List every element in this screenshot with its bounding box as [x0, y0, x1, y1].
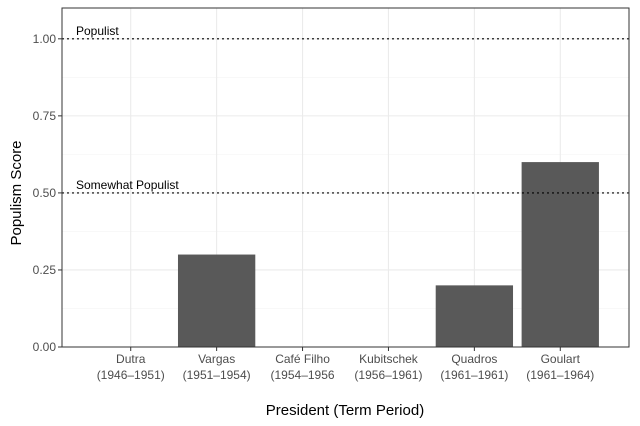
reference-lines: Populist Somewhat Populist: [62, 24, 629, 194]
bar-1: [177, 254, 256, 347]
x-tick-label-name: Dutra: [116, 352, 146, 366]
x-tick-label-term: (1956–1961): [354, 368, 422, 382]
reference-label-1: Somewhat Populist: [76, 178, 179, 192]
reference-label-0: Populist: [76, 24, 119, 38]
bar-5: [521, 162, 599, 347]
bar-4: [435, 285, 514, 347]
y-tick-label: 0.50: [33, 186, 57, 200]
y-tick-label: 0.25: [33, 263, 57, 277]
x-axis-title: President (Term Period): [266, 402, 424, 419]
x-tick-label-term: (1954–1956: [271, 368, 335, 382]
x-tick-label-term: (1961–1961): [440, 368, 508, 382]
x-tick-label-term: (1961–1964): [526, 368, 594, 382]
y-axis-title: Populism Score: [8, 140, 25, 245]
x-tick-label-name: Quadros: [451, 352, 497, 366]
x-tick-label-term: (1951–1954): [183, 368, 251, 382]
x-tick-label-name: Café Filho: [275, 352, 330, 366]
y-axis-ticks: 0.00 0.25 0.50 0.75 1.00: [33, 32, 62, 354]
y-tick-label: 0.75: [33, 109, 57, 123]
x-tick-label-term: (1946–1951): [97, 368, 165, 382]
panel-border: [61, 7, 630, 348]
x-tick-label-name: Goulart: [541, 352, 581, 366]
x-tick-label-name: Vargas: [198, 352, 235, 366]
x-tick-label-name: Kubitschek: [359, 352, 419, 366]
x-axis-ticks: Dutra (1946–1951) Vargas (1951–1954) Café Fi…: [97, 347, 594, 382]
bars: [177, 162, 599, 347]
y-tick-label: 0.00: [33, 340, 57, 354]
y-tick-label: 1.00: [33, 32, 57, 46]
